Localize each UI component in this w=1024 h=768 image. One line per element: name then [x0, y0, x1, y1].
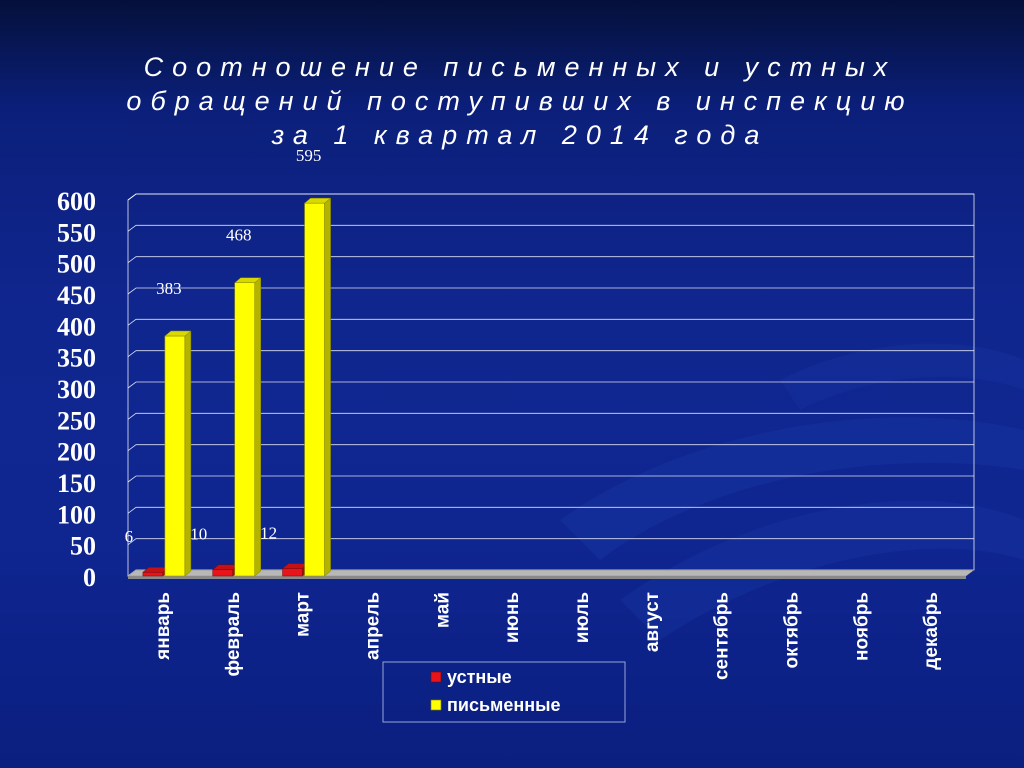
data-label: 12 [260, 523, 277, 542]
gridline [127, 224, 974, 232]
bar-side-1-1 [254, 277, 261, 577]
y-tick-label: 350 [57, 344, 96, 373]
data-label: 383 [156, 279, 182, 298]
chart-title-line-3: за 1 квартал 2014 года [271, 120, 769, 150]
legend-label-1: письменные [447, 695, 560, 715]
x-tick-label: июнь [502, 592, 523, 643]
legend [382, 661, 626, 723]
gridline [127, 412, 974, 420]
bar-top-1-1 [234, 277, 262, 283]
data-label: 468 [226, 226, 252, 245]
legend-label-0: устные [447, 667, 512, 687]
chart-title-line-1: Соотношение письменных и устных [143, 52, 897, 82]
bar-side-1-2 [324, 197, 331, 577]
gridline [127, 350, 974, 357]
x-tick-label: август [642, 592, 663, 652]
data-label: 595 [296, 146, 322, 165]
gridline [127, 256, 974, 263]
y-tick-label: 150 [57, 469, 96, 498]
x-tick-label: октябрь [781, 592, 802, 669]
y-tick-label: 0 [83, 563, 96, 592]
data-label: 10 [190, 525, 207, 544]
x-tick-label: март [293, 592, 314, 637]
chart-title: Соотношение письменных и устных обращени… [20, 50, 1020, 152]
chart-title-line-2: обращений поступивших в инспекцию [126, 86, 914, 116]
bar-top-1-0 [164, 330, 192, 337]
bar-side-1-0 [184, 330, 192, 577]
gridline [127, 538, 974, 545]
legend-swatch-1 [430, 699, 442, 711]
x-tick-label: декабрь [921, 592, 942, 670]
x-tick-label: февраль [223, 592, 244, 677]
bar-0-2 [282, 568, 303, 577]
bar-1-0 [164, 335, 186, 577]
bar-0-1 [212, 569, 234, 577]
gridline [127, 381, 974, 389]
gridline [127, 193, 974, 201]
y-tick-label: 550 [57, 218, 96, 247]
y-tick-label: 600 [57, 187, 96, 216]
y-tick-label: 200 [57, 438, 96, 467]
x-tick-label: сентябрь [712, 592, 733, 680]
x-tick-label: январь [153, 592, 174, 661]
x-tick-label: май [432, 592, 453, 628]
legend-swatch-0 [430, 671, 442, 683]
gridline [127, 506, 974, 514]
gridline [127, 444, 974, 451]
gridline [127, 287, 974, 295]
x-tick-label: июль [572, 592, 593, 643]
y-tick-label: 450 [57, 281, 96, 310]
y-tick-label: 500 [57, 250, 96, 279]
y-tick-label: 400 [57, 312, 96, 341]
bar-1-2 [304, 202, 325, 577]
data-label: 6 [125, 527, 134, 546]
x-tick-label: апрель [362, 592, 383, 660]
chart-floor-edge [128, 576, 966, 579]
bar-top-1-2 [303, 197, 332, 204]
gridline [127, 475, 974, 483]
gridline [127, 318, 974, 326]
y-tick-label: 50 [70, 532, 96, 561]
bar-0-0 [142, 571, 164, 577]
y-tick-label: 100 [57, 500, 96, 529]
y-tick-label: 300 [57, 375, 96, 404]
bar-1-1 [234, 282, 256, 577]
x-tick-label: ноябрь [851, 592, 872, 661]
y-tick-label: 250 [57, 406, 96, 435]
